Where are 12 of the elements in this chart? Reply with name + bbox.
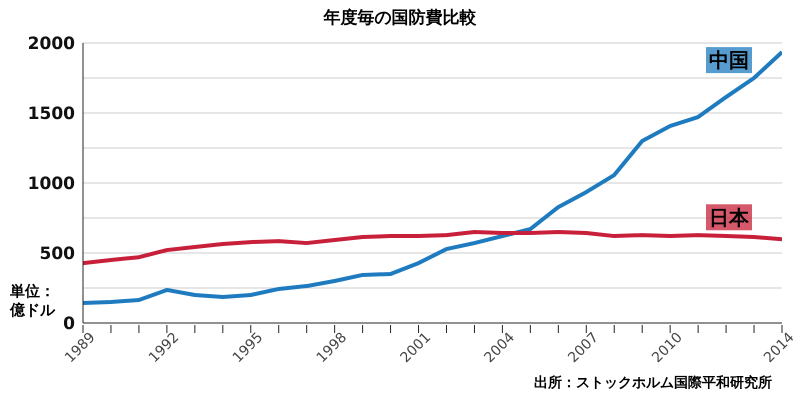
line-series <box>83 50 782 305</box>
series-label: 中国 <box>709 48 749 72</box>
y-tick-label: 2000 <box>28 34 76 54</box>
series-label: 日本 <box>709 205 750 230</box>
chart-title: 年度毎の国防費比較 <box>322 7 478 29</box>
y-axis-title: 単位：億ドル <box>10 282 55 319</box>
y-tick-label: 1000 <box>28 174 76 194</box>
y-tick-label: 1500 <box>28 104 76 124</box>
line-series <box>83 230 782 266</box>
y-tick-label: 0 <box>63 314 76 334</box>
y-tick-label: 500 <box>40 244 76 264</box>
text: 出所：ストックホルム国際平和研究所 <box>534 374 772 392</box>
